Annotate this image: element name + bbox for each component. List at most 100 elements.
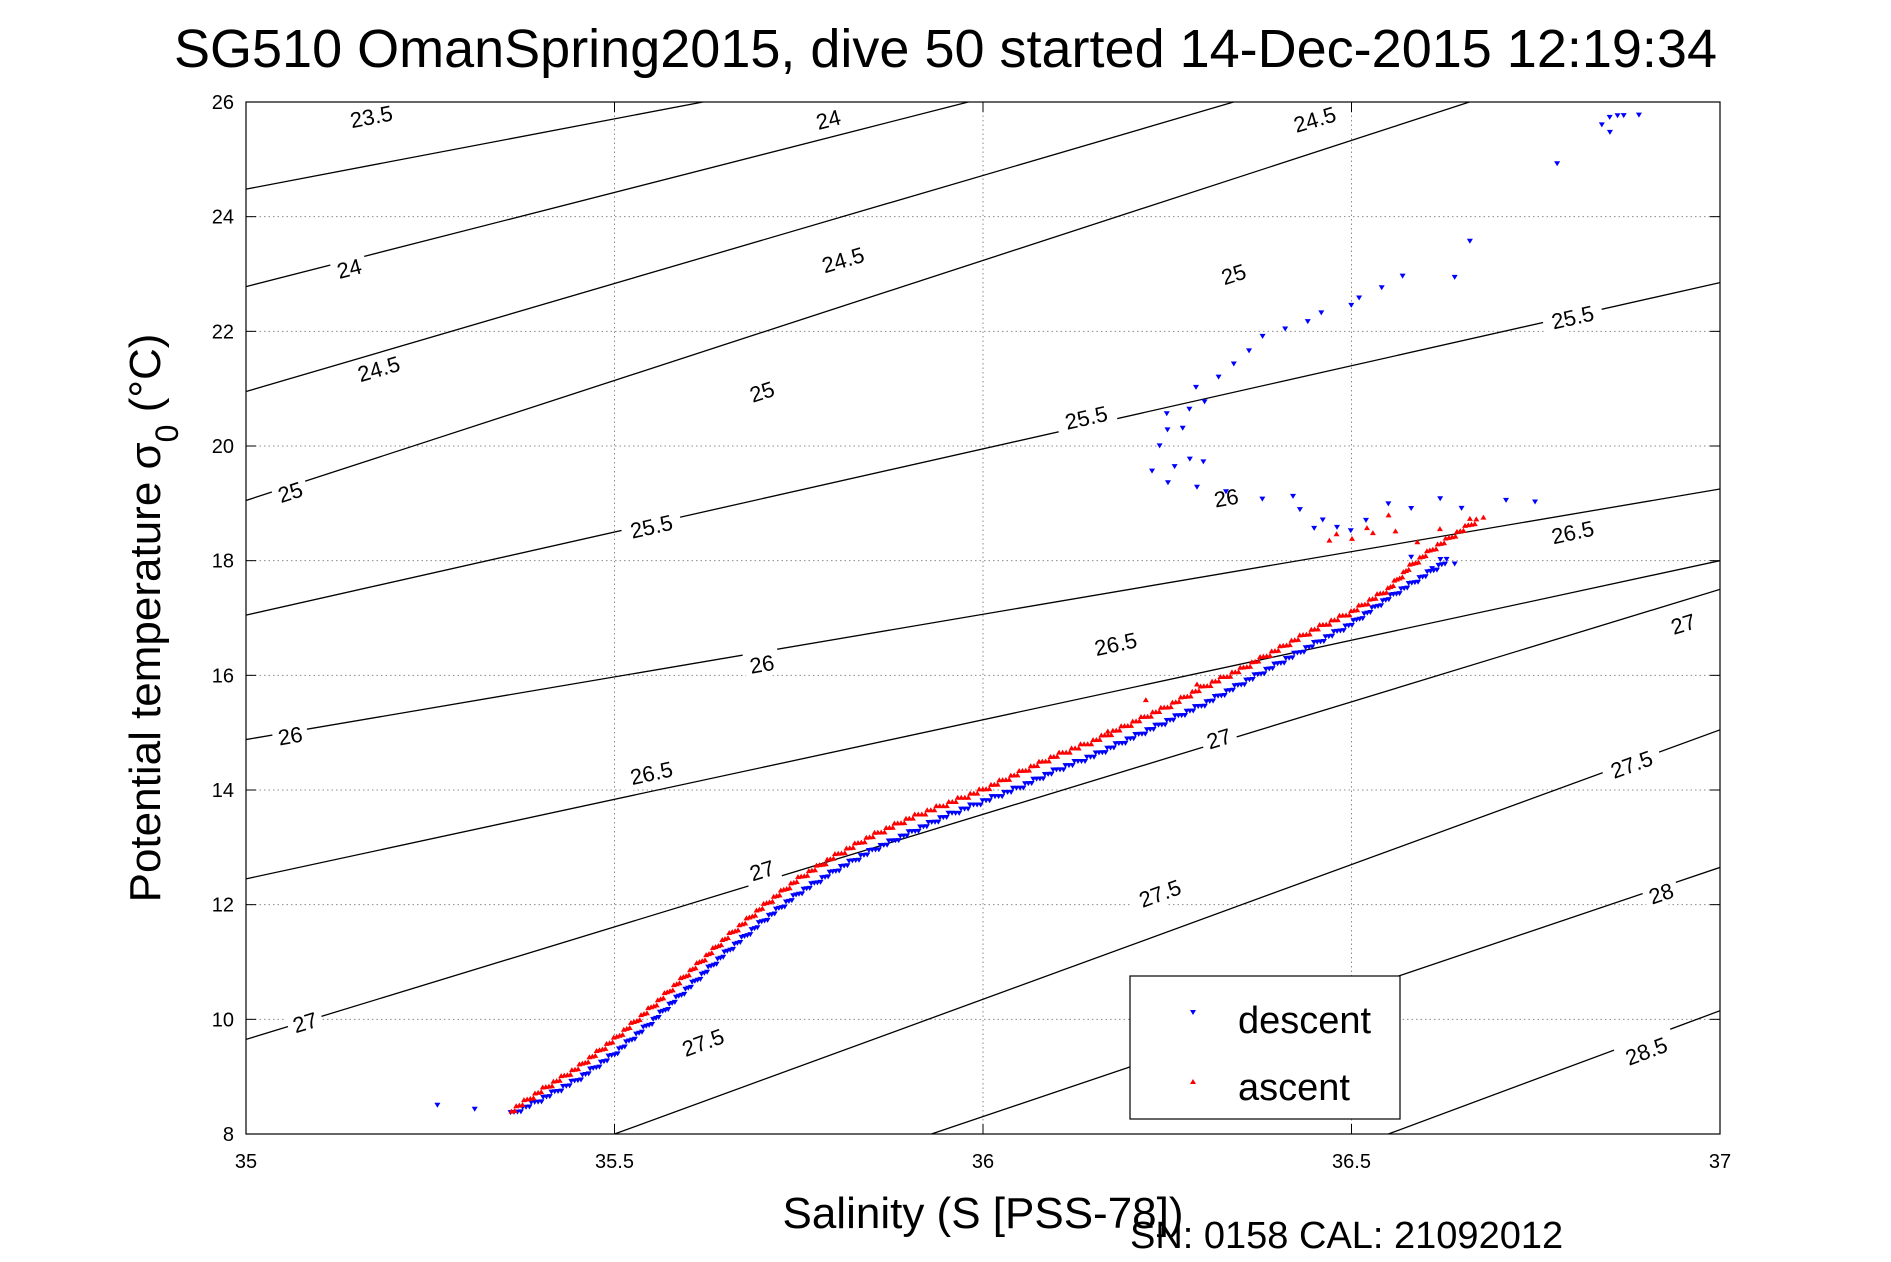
ascent-point: [1193, 681, 1200, 687]
descent-point: [1385, 501, 1392, 507]
y-tick-label: 22: [212, 321, 234, 343]
descent-point: [1606, 129, 1613, 135]
ascent-point: [1348, 535, 1355, 541]
ascent-point: [626, 1024, 633, 1030]
descent-point: [1060, 767, 1067, 773]
descent-point: [771, 911, 778, 917]
x-tick-label: 35: [235, 1151, 257, 1173]
descent-point: [977, 802, 984, 808]
ascent-point: [742, 920, 749, 926]
ascent-point: [1392, 528, 1399, 534]
contour-label-bg: [670, 1019, 736, 1065]
ascent-point: [1156, 709, 1163, 715]
descent-point: [875, 847, 882, 853]
ascent-point: [861, 839, 868, 845]
descent-point: [1356, 295, 1363, 301]
contour-label-bg: [741, 852, 783, 888]
x-axis-label: Salinity (S [PSS-78]): [782, 1189, 1183, 1238]
chart-title: SG510 OmanSpring2015, dive 50 started 14…: [173, 19, 1717, 79]
descent-point: [737, 939, 744, 945]
ascent-point: [1275, 647, 1282, 653]
descent-point: [697, 976, 704, 982]
contour-label-bg: [339, 97, 404, 135]
descent-point: [1348, 302, 1355, 308]
contour-label-bg: [329, 251, 370, 286]
descent-point: [1443, 556, 1450, 562]
descent-point: [1215, 374, 1222, 380]
legend-ascent-marker: [1190, 1079, 1196, 1084]
descent-point: [1442, 561, 1449, 567]
ascent-point: [1255, 658, 1262, 664]
ascent-point: [1026, 767, 1033, 773]
ascent-point: [643, 1010, 650, 1016]
ascent-point: [1399, 574, 1406, 580]
contour-label: 24: [813, 105, 843, 135]
descent-point: [1614, 113, 1621, 119]
descent-point: [538, 1099, 545, 1105]
ascent-point: [965, 794, 972, 800]
descent-point: [1503, 497, 1510, 503]
descent-point: [1190, 708, 1197, 714]
descent-point: [1040, 776, 1047, 782]
ascent-point: [1054, 753, 1061, 759]
descent-point: [781, 904, 788, 910]
descent-point: [923, 824, 930, 830]
descent-point: [1130, 736, 1137, 742]
ascent-point: [869, 834, 876, 840]
descent-point: [1246, 348, 1253, 354]
descent-point: [1162, 722, 1169, 728]
ascent-point: [1314, 626, 1321, 632]
ascent-point: [636, 1017, 643, 1023]
series-descent: [434, 112, 1642, 1116]
density-contour-labels: 23.5242424.524.524.525252525.525.525.526…: [269, 97, 1704, 1074]
ascent-point: [881, 829, 888, 835]
contour-label-bg: [269, 474, 311, 510]
descent-point: [1020, 785, 1027, 791]
contour-label-bg: [808, 102, 849, 137]
ascent-point: [752, 912, 759, 918]
contour-label-bg: [1054, 398, 1119, 437]
y-tick-label: 20: [212, 436, 234, 458]
axis-ticks: [245, 101, 1721, 1135]
ascent-point: [1207, 682, 1214, 688]
descent-point: [895, 838, 902, 844]
descent-point: [1069, 763, 1076, 769]
descent-point: [1102, 750, 1109, 756]
legend-box: [1129, 975, 1401, 1120]
ascent-point: [822, 861, 829, 867]
descent-point: [1433, 567, 1440, 573]
ascent-point: [575, 1066, 582, 1072]
ascent-point: [1136, 718, 1143, 724]
descent-point: [1222, 489, 1229, 495]
descent-point: [566, 1083, 573, 1089]
contour-label-bg: [810, 238, 876, 281]
ascent-point: [1306, 631, 1313, 637]
ascent-point: [1372, 595, 1379, 601]
ascent-point: [1471, 521, 1478, 527]
ascent-point: [769, 898, 776, 904]
ascent-point: [702, 957, 709, 963]
descent-point: [517, 1109, 524, 1115]
descent-point: [956, 810, 963, 816]
descent-point: [621, 1044, 628, 1050]
ascent-point: [1365, 601, 1372, 607]
contour-label-bg: [619, 506, 684, 546]
ascent-point: [1363, 525, 1370, 531]
descent-point: [1466, 238, 1473, 244]
ascent-point: [519, 1101, 526, 1107]
contour-line-25: [246, 102, 1470, 502]
descent-point: [965, 806, 972, 812]
contour-label-bg: [1282, 98, 1348, 141]
ascent-point: [1014, 772, 1021, 778]
legend: descent ascent: [1129, 975, 1401, 1120]
descent-point: [1429, 566, 1436, 572]
contour-label: 26: [276, 722, 304, 751]
ascent-point: [1286, 642, 1293, 648]
descent-point: [943, 815, 950, 820]
ascent-point: [1267, 652, 1274, 658]
y-tick-labels: 8 10 12 14 16 18 20 22 24 26: [212, 92, 234, 1146]
descent-point: [434, 1102, 441, 1108]
ascent-point: [1142, 697, 1149, 703]
contour-label-bg: [1212, 256, 1255, 292]
descent-point: [935, 819, 942, 825]
